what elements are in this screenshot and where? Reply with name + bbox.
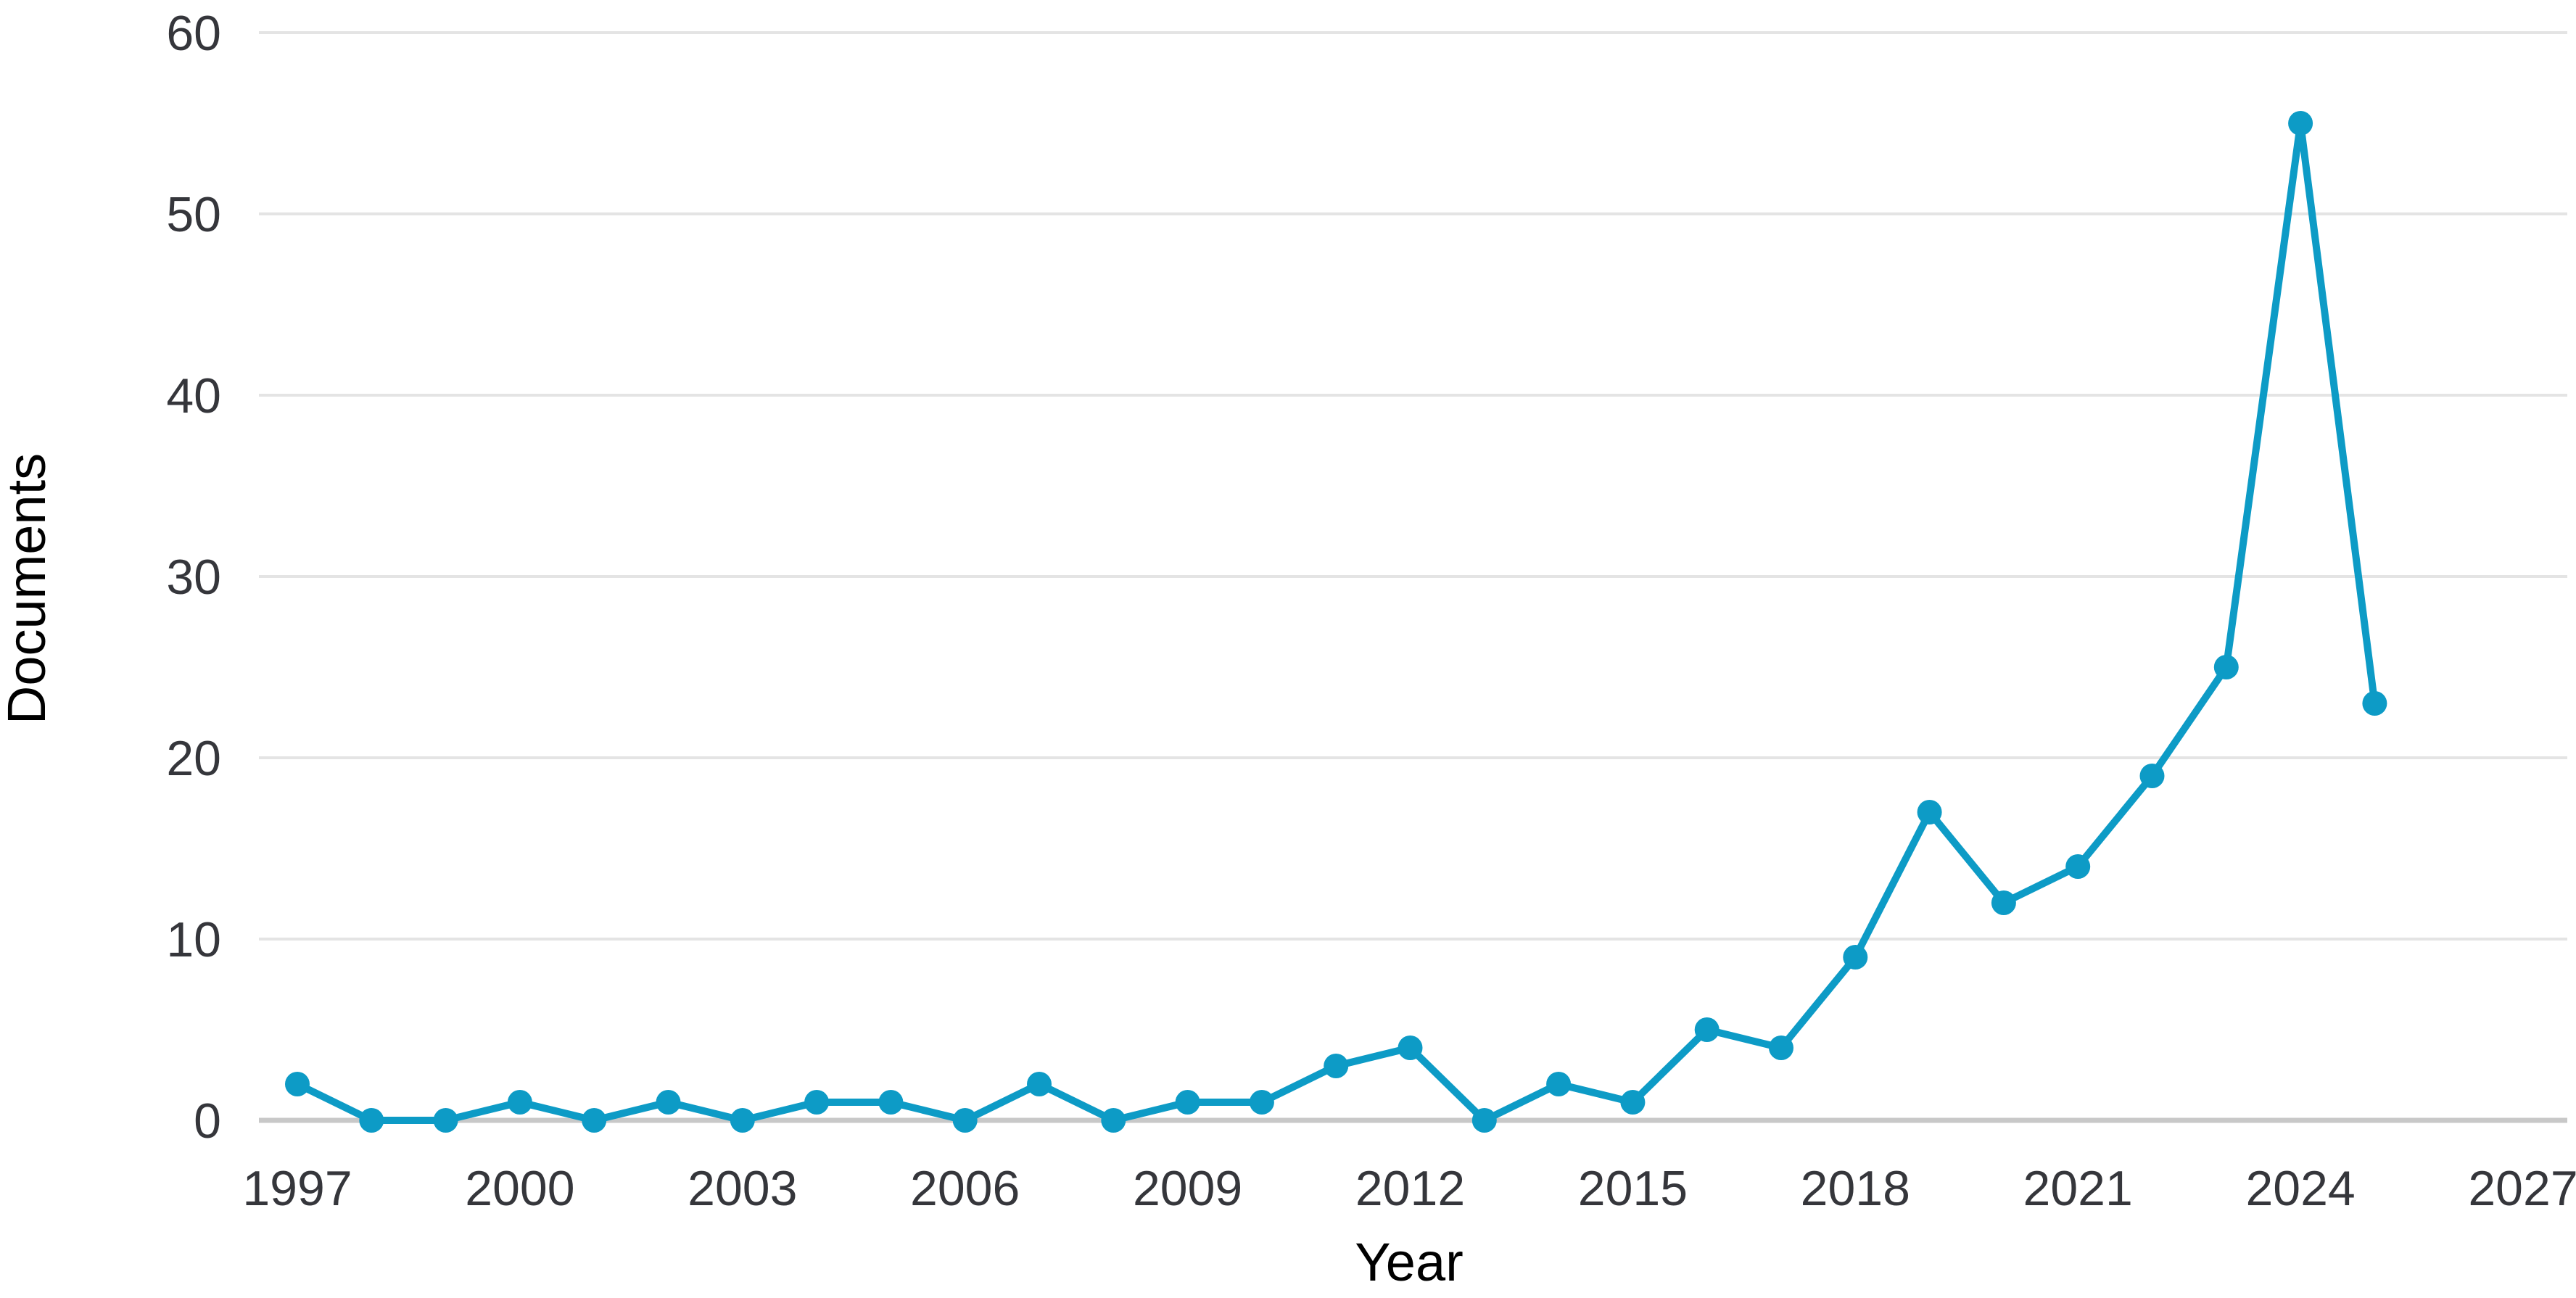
data-point-2022[interactable]: [2139, 764, 2165, 788]
x-tick-label-1997: 1997: [242, 1161, 352, 1216]
data-point-2014[interactable]: [1546, 1072, 1572, 1096]
x-axis-title: Year: [1355, 1232, 1464, 1292]
x-axis-tick-labels: 1997 2000 2003 2006 2009 2012 2015 2018 2021 2024…: [242, 1161, 2576, 1216]
data-point-2004[interactable]: [804, 1090, 830, 1115]
data-point-2017[interactable]: [1769, 1035, 1793, 1060]
x-tick-label-2015: 2015: [1578, 1161, 1688, 1216]
x-tick-label-2021: 2021: [2023, 1161, 2133, 1216]
data-point-2024[interactable]: [2288, 111, 2313, 136]
y-axis-title: Documents: [0, 453, 57, 724]
data-point-2011[interactable]: [1324, 1054, 1349, 1078]
data-point-2015[interactable]: [1620, 1090, 1646, 1115]
x-tick-label-2006: 2006: [910, 1161, 1020, 1216]
y-tick-label-20: 20: [166, 731, 221, 786]
x-tick-label-2018: 2018: [1801, 1161, 1910, 1216]
data-point-1997[interactable]: [285, 1072, 310, 1096]
data-point-2018[interactable]: [1843, 945, 1868, 970]
data-point-2016[interactable]: [1694, 1017, 1720, 1042]
x-tick-label-2009: 2009: [1133, 1161, 1242, 1216]
data-point-2007[interactable]: [1027, 1072, 1052, 1096]
data-point-1999[interactable]: [433, 1108, 458, 1133]
x-tick-label-2027: 2027: [2468, 1161, 2576, 1216]
x-tick-label-2003: 2003: [688, 1161, 797, 1216]
x-tick-label-2000: 2000: [465, 1161, 574, 1216]
y-tick-label-30: 30: [166, 550, 221, 605]
data-point-2005[interactable]: [878, 1090, 904, 1115]
data-point-2009[interactable]: [1175, 1090, 1200, 1115]
data-point-2012[interactable]: [1398, 1035, 1423, 1060]
data-points: [285, 111, 2387, 1133]
data-point-2023[interactable]: [2213, 655, 2239, 679]
data-point-2019[interactable]: [1917, 800, 1942, 824]
data-point-2002[interactable]: [656, 1090, 681, 1115]
x-tick-label-2024: 2024: [2245, 1161, 2355, 1216]
documents-series: [294, 120, 2379, 1124]
gridlines: [259, 31, 2567, 1123]
x-tick-label-2012: 2012: [1355, 1161, 1465, 1216]
y-tick-label-60: 60: [166, 6, 221, 61]
y-axis-tick-labels: 0 10 20 30 40 50 60: [166, 6, 221, 1149]
data-point-2010[interactable]: [1249, 1090, 1274, 1115]
data-point-2003[interactable]: [730, 1108, 755, 1133]
y-tick-label-0: 0: [194, 1094, 221, 1149]
data-point-2000[interactable]: [507, 1090, 532, 1115]
data-point-2013[interactable]: [1471, 1108, 1497, 1133]
data-point-2006[interactable]: [952, 1108, 978, 1133]
data-point-2008[interactable]: [1101, 1108, 1126, 1133]
data-point-2020[interactable]: [1991, 890, 2016, 915]
data-point-2025[interactable]: [2362, 691, 2387, 716]
data-point-2021[interactable]: [2065, 854, 2091, 879]
y-tick-label-50: 50: [166, 187, 221, 242]
data-point-2001[interactable]: [582, 1108, 607, 1133]
y-tick-label-40: 40: [166, 368, 221, 423]
y-tick-label-10: 10: [166, 912, 221, 967]
trend-line: [294, 120, 2379, 1124]
data-point-1998[interactable]: [359, 1108, 384, 1133]
